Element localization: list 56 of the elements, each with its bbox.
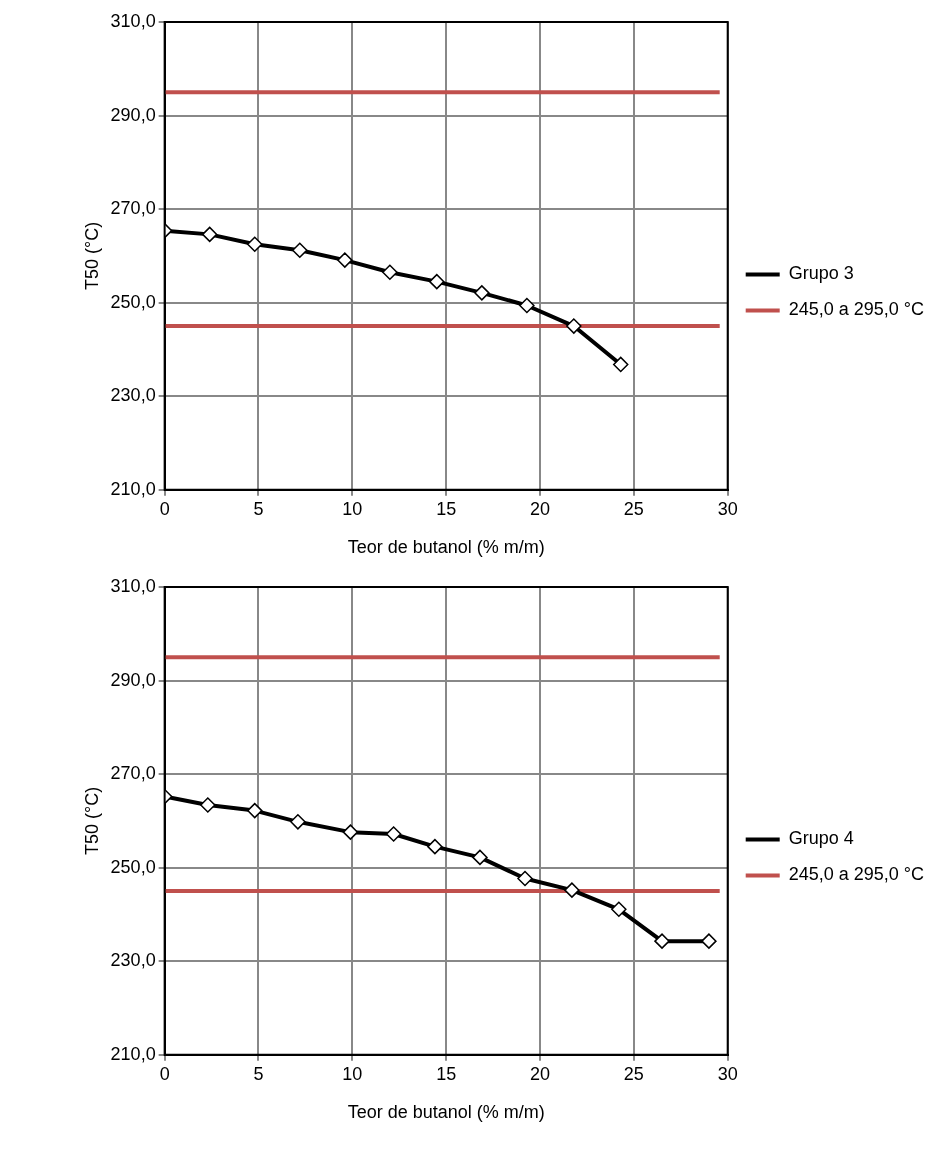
point — [342, 824, 359, 840]
y-tick-label: 250,0 — [110, 291, 156, 312]
y-tick-label: 210,0 — [110, 478, 156, 499]
point — [474, 285, 490, 301]
y-tick-label: 230,0 — [110, 385, 156, 406]
point — [517, 870, 533, 887]
point — [519, 297, 535, 314]
legend-label: 245,0 a 295,0 °C — [788, 299, 925, 320]
point — [611, 901, 627, 918]
y-tick-label: 290,0 — [110, 669, 156, 690]
y-tick-label: 210,0 — [110, 1043, 156, 1064]
x-tick-label: 15 — [436, 1063, 457, 1084]
y-tick-label: 250,0 — [110, 856, 156, 877]
point — [246, 236, 263, 252]
legend-label: Grupo 4 — [788, 828, 854, 849]
point — [246, 802, 263, 819]
x-tick-label: 15 — [436, 498, 457, 519]
point — [566, 318, 582, 334]
x-tick-label: 30 — [717, 498, 738, 519]
point — [385, 826, 402, 842]
point — [382, 264, 398, 281]
x-axis-title: Teor de butanol (% m/m) — [347, 537, 545, 558]
y-tick-label: 290,0 — [110, 104, 156, 125]
y-axis-title: T50 (°C) — [81, 221, 102, 290]
x-tick-label: 0 — [159, 1063, 170, 1084]
point — [564, 882, 580, 898]
point — [654, 933, 670, 949]
x-tick-label: 5 — [253, 498, 264, 519]
point — [472, 849, 488, 866]
y-tick-label: 310,0 — [110, 10, 156, 31]
x-tick-label: 5 — [253, 1063, 264, 1084]
x-tick-label: 20 — [530, 1063, 551, 1084]
x-tick-label: 10 — [342, 498, 363, 519]
x-tick-label: 25 — [623, 1063, 644, 1084]
x-axis-title: Teor de butanol (% m/m) — [347, 1102, 545, 1123]
point — [290, 814, 306, 830]
y-tick-label: 310,0 — [110, 575, 156, 596]
point — [429, 273, 445, 290]
x-tick-label: 30 — [717, 1063, 738, 1084]
x-tick-label: 20 — [530, 498, 551, 519]
y-axis-title: T50 (°C) — [81, 786, 102, 855]
y-tick-label: 230,0 — [110, 950, 156, 971]
point — [701, 933, 717, 949]
point — [337, 252, 353, 268]
x-tick-label: 10 — [342, 1063, 363, 1084]
legend-label: Grupo 3 — [788, 263, 854, 284]
y-tick-label: 270,0 — [110, 763, 156, 784]
point — [292, 242, 308, 259]
point — [201, 226, 218, 243]
point — [427, 838, 443, 855]
y-tick-label: 270,0 — [110, 198, 156, 219]
point — [612, 356, 629, 373]
x-tick-label: 0 — [159, 498, 170, 519]
point — [200, 797, 216, 813]
legend-label: 245,0 a 295,0 °C — [788, 864, 925, 885]
x-tick-label: 25 — [623, 498, 644, 519]
